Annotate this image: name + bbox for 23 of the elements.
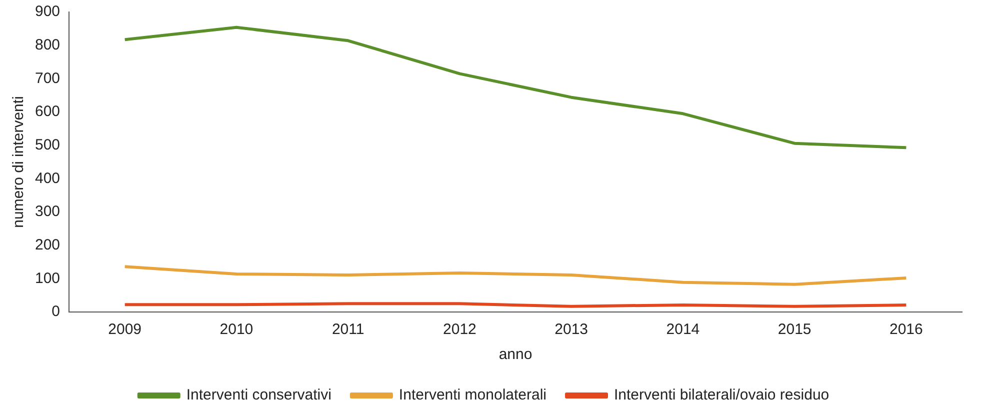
x-tick-label: 2012 <box>443 321 476 338</box>
x-axis-title: anno <box>498 346 532 364</box>
y-tick-label: 900 <box>34 3 60 20</box>
y-tick-label: 100 <box>34 270 60 287</box>
legend-label: Interventi conservativi <box>186 386 332 404</box>
y-tick-label: 700 <box>34 70 60 87</box>
y-tick-label: 200 <box>34 236 60 254</box>
x-tick-label: 2014 <box>666 321 700 338</box>
x-tick-label: 2009 <box>108 321 142 338</box>
x-tick-label: 2011 <box>332 321 364 338</box>
y-tick-label: 400 <box>34 170 60 187</box>
x-tick-label: 2016 <box>890 321 923 338</box>
y-tick-label: 800 <box>34 36 60 54</box>
y-tick-label: 300 <box>34 203 60 220</box>
x-tick-label: 2010 <box>220 321 254 338</box>
x-tick-label: 2013 <box>554 321 588 338</box>
x-tick-label: 2015 <box>778 321 812 338</box>
y-tick-label: 500 <box>34 136 60 154</box>
legend-label: Interventi bilaterali/ovaio residuo <box>614 386 830 404</box>
y-tick-label: 0 <box>52 303 60 320</box>
y-axis-title: numero di interventi <box>10 96 28 228</box>
y-tick-label: 600 <box>34 103 60 120</box>
legend-label: Interventi monolaterali <box>398 386 547 404</box>
